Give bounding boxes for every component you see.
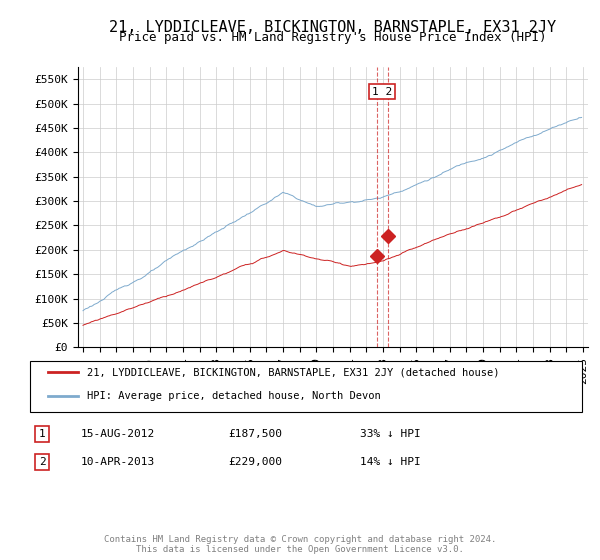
Text: 1: 1: [38, 429, 46, 439]
Text: 15-AUG-2012: 15-AUG-2012: [81, 429, 155, 439]
Text: 2: 2: [38, 457, 46, 467]
Text: 21, LYDDICLEAVE, BICKINGTON, BARNSTAPLE, EX31 2JY: 21, LYDDICLEAVE, BICKINGTON, BARNSTAPLE,…: [109, 20, 557, 35]
Text: 21, LYDDICLEAVE, BICKINGTON, BARNSTAPLE, EX31 2JY (detached house): 21, LYDDICLEAVE, BICKINGTON, BARNSTAPLE,…: [87, 367, 499, 377]
Text: £187,500: £187,500: [228, 429, 282, 439]
Text: 1 2: 1 2: [372, 87, 392, 96]
Text: HPI: Average price, detached house, North Devon: HPI: Average price, detached house, Nort…: [87, 391, 381, 402]
Text: £229,000: £229,000: [228, 457, 282, 467]
Text: Contains HM Land Registry data © Crown copyright and database right 2024.
This d: Contains HM Land Registry data © Crown c…: [104, 535, 496, 554]
Text: Price paid vs. HM Land Registry's House Price Index (HPI): Price paid vs. HM Land Registry's House …: [119, 31, 547, 44]
Text: 33% ↓ HPI: 33% ↓ HPI: [360, 429, 421, 439]
Text: 14% ↓ HPI: 14% ↓ HPI: [360, 457, 421, 467]
Text: 10-APR-2013: 10-APR-2013: [81, 457, 155, 467]
